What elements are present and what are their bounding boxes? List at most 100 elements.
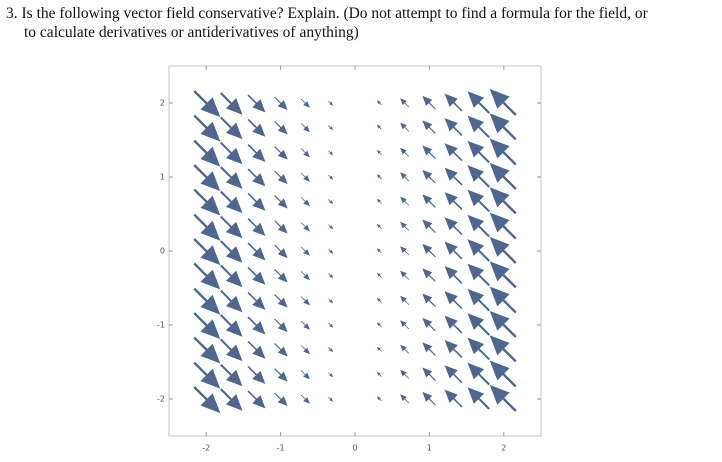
arrow xyxy=(328,174,334,180)
arrow xyxy=(247,168,266,187)
arrow xyxy=(489,335,517,363)
arrow xyxy=(328,224,334,230)
arrow xyxy=(274,268,288,283)
y-tick-label: -1 xyxy=(157,321,165,330)
arrow xyxy=(300,172,310,182)
arrow xyxy=(400,246,410,256)
arrow xyxy=(467,313,490,336)
question-line: to calculate derivatives or antiderivati… xyxy=(24,24,359,41)
arrow xyxy=(328,372,334,378)
arrow xyxy=(467,91,490,114)
arrow xyxy=(328,150,334,156)
arrow xyxy=(400,270,410,280)
arrow xyxy=(400,98,410,108)
arrow xyxy=(300,197,310,207)
arrow xyxy=(489,88,517,116)
arrow xyxy=(467,189,490,213)
arrow xyxy=(400,344,410,354)
arrow xyxy=(247,94,266,113)
arrow xyxy=(400,295,410,305)
arrow xyxy=(444,93,463,112)
arrow xyxy=(220,190,243,214)
y-tick-label: 2 xyxy=(160,99,165,108)
arrow xyxy=(444,365,463,384)
arrow xyxy=(400,172,410,182)
arrow xyxy=(444,340,463,358)
arrow xyxy=(489,138,517,166)
arrow xyxy=(422,145,436,160)
arrow xyxy=(220,141,243,165)
arrow xyxy=(274,368,288,382)
arrow xyxy=(274,244,288,259)
arrow xyxy=(376,100,382,106)
arrow xyxy=(376,272,382,278)
arrow xyxy=(247,340,266,359)
arrow xyxy=(328,100,334,106)
arrow xyxy=(247,266,266,285)
arrow xyxy=(467,337,490,361)
arrow xyxy=(489,212,517,240)
x-tick-label: 1 xyxy=(427,444,432,453)
arrow xyxy=(328,396,334,402)
arrow xyxy=(444,217,463,236)
arrow xyxy=(422,120,436,134)
arrow xyxy=(444,389,463,408)
arrow xyxy=(193,238,221,266)
x-tick-label: -2 xyxy=(202,444,210,453)
arrow xyxy=(300,98,310,108)
arrow xyxy=(489,384,517,412)
arrow xyxy=(467,214,490,238)
arrow xyxy=(444,266,463,284)
arrow xyxy=(489,113,517,141)
arrow xyxy=(300,222,310,232)
arrow xyxy=(247,366,266,384)
arrow xyxy=(328,347,334,353)
arrow xyxy=(274,318,288,333)
arrow xyxy=(300,296,310,306)
arrow xyxy=(489,162,517,190)
arrow xyxy=(489,261,517,289)
arrow xyxy=(193,188,221,216)
arrow xyxy=(422,367,436,382)
arrow xyxy=(467,115,490,139)
arrow xyxy=(422,169,436,184)
x-tick-label: 2 xyxy=(501,444,506,453)
arrow xyxy=(193,139,221,167)
question-line: 3. Is the following vector field conserv… xyxy=(6,5,649,22)
arrow xyxy=(300,394,310,404)
arrow xyxy=(220,314,243,337)
arrow xyxy=(274,392,288,407)
arrow xyxy=(247,218,266,236)
arrow xyxy=(422,342,436,356)
arrow xyxy=(328,298,334,304)
arrow xyxy=(467,165,490,188)
arrow xyxy=(274,96,288,111)
y-tick-label: 0 xyxy=(160,247,165,256)
arrow xyxy=(193,386,221,414)
arrow xyxy=(220,338,243,362)
arrow xyxy=(444,143,463,162)
arrow xyxy=(300,320,310,330)
y-tick-label: -2 xyxy=(157,395,165,404)
arrow xyxy=(422,317,436,332)
arrow xyxy=(220,363,243,387)
arrow xyxy=(400,122,410,132)
arrow xyxy=(376,297,382,303)
arrow xyxy=(220,116,243,140)
arrow xyxy=(422,95,436,110)
arrow xyxy=(400,196,410,206)
arrow xyxy=(193,164,221,192)
arrow xyxy=(467,362,490,386)
arrow xyxy=(444,241,463,260)
arrow xyxy=(376,174,382,180)
arrow xyxy=(422,293,436,308)
arrow xyxy=(274,146,288,160)
y-tick-label: 1 xyxy=(160,173,165,182)
arrow xyxy=(328,199,334,205)
arrow xyxy=(247,144,266,162)
arrow xyxy=(300,148,310,158)
arrow xyxy=(400,369,410,379)
arrow xyxy=(422,391,436,406)
arrow xyxy=(489,310,517,338)
arrow xyxy=(376,371,382,377)
